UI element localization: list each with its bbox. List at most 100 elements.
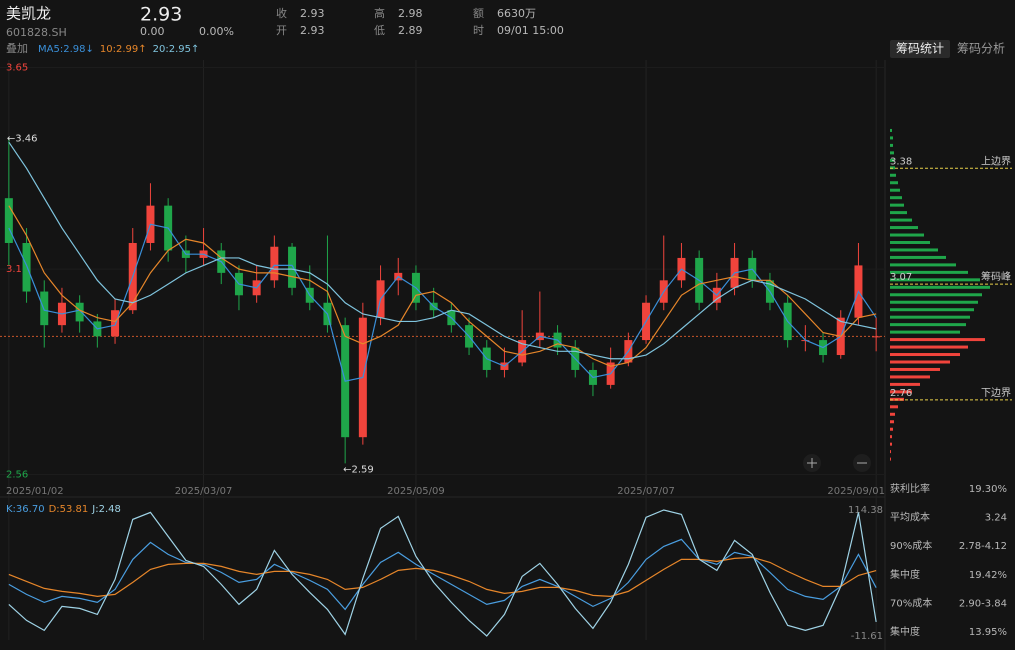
candle-body <box>270 246 279 281</box>
chip-bar <box>890 442 892 446</box>
chip-bar <box>890 211 907 215</box>
stat-value: 2.78-4.12 <box>959 541 1007 552</box>
field-value: 09/01 15:00 <box>497 24 564 37</box>
chip-bar <box>890 353 960 357</box>
chip-bar <box>890 390 912 394</box>
kdj-line <box>8 556 877 597</box>
stat-label: 集中度 <box>890 625 920 638</box>
stock-code: 601828.SH <box>6 26 67 39</box>
chip-bar <box>890 412 895 416</box>
chip-bar <box>890 143 893 147</box>
field-value: 2.93 <box>300 24 325 37</box>
chip-bar <box>890 457 891 461</box>
stock-name: 美凯龙 <box>6 5 51 23</box>
chip-bar <box>890 345 968 349</box>
stat-label: 集中度 <box>890 568 920 581</box>
chip-bar <box>890 435 892 439</box>
legend-entry: MA5:2.98↓ <box>38 44 94 55</box>
overlay-label: 叠加 <box>6 42 28 55</box>
field-value: 2.93 <box>300 7 325 20</box>
chip-bar <box>890 315 970 319</box>
legend-entry: D:53.81 <box>49 504 89 515</box>
chip-bar <box>890 293 982 297</box>
field-label: 低 <box>374 24 385 37</box>
field-label: 高 <box>374 6 385 20</box>
chip-bar <box>890 300 978 304</box>
zoom-out-button[interactable] <box>853 454 871 472</box>
chip-bar <box>890 270 968 274</box>
field-label: 额 <box>473 7 484 20</box>
ma-line <box>8 141 877 360</box>
chip-bar <box>890 323 966 327</box>
field-label: 开 <box>276 24 287 37</box>
chip-bar <box>890 255 946 259</box>
field-value: 6630万 <box>497 7 536 20</box>
chip-bar <box>890 128 892 132</box>
stat-value: 2.90-3.84 <box>959 598 1007 609</box>
x-tick-label: 2025/07/07 <box>617 486 675 497</box>
chip-bar <box>890 218 912 222</box>
candle-body <box>22 242 31 292</box>
chip-bar <box>890 203 904 207</box>
tab[interactable]: 筹码统计 <box>896 42 944 56</box>
chip-bar <box>890 427 893 431</box>
legend-entry: 10:2.99↑ <box>100 44 147 55</box>
y-tick-label: 3.11 <box>6 264 28 275</box>
candle-body <box>40 291 49 326</box>
chip-bar <box>890 188 900 192</box>
chip-bar <box>890 263 956 267</box>
chip-marker-value: 3.38 <box>890 156 912 167</box>
chip-bar <box>890 136 893 140</box>
stat-label: 90%成本 <box>890 539 932 552</box>
x-tick-label: 2025/05/09 <box>387 486 445 497</box>
zoom-in-button[interactable] <box>803 454 821 472</box>
candle-body <box>872 336 881 338</box>
extreme-label: ←2.59 <box>343 464 374 475</box>
chip-bar <box>890 278 980 282</box>
chip-bar <box>890 308 974 312</box>
ma-line <box>8 205 877 367</box>
field-value: 2.98 <box>398 7 423 20</box>
y-min-label: -11.61 <box>851 631 883 642</box>
chip-bar <box>890 285 990 289</box>
chip-marker-label: 筹码峰 <box>981 270 1011 283</box>
chip-bar <box>890 240 930 244</box>
chip-marker-label: 下边界 <box>981 387 1011 399</box>
candle-body <box>111 310 120 337</box>
chip-bar <box>890 330 960 334</box>
x-tick-label: 2025/09/01 <box>827 486 885 497</box>
chip-bar <box>890 196 902 200</box>
chip-bar <box>890 338 985 342</box>
stat-value: 3.24 <box>985 513 1007 524</box>
field-label: 收 <box>276 6 287 20</box>
candle-body <box>4 198 13 243</box>
candle-body <box>75 302 84 322</box>
legend-entry: K:36.70 <box>6 504 45 515</box>
chip-bar <box>890 181 898 185</box>
stat-value: 19.42% <box>969 570 1007 581</box>
field-label: 时 <box>473 24 484 37</box>
tab[interactable]: 筹码分析 <box>957 42 1005 56</box>
y-max-label: 114.38 <box>848 505 883 516</box>
chip-bar <box>890 420 894 424</box>
tab-active-bg <box>890 40 950 58</box>
chip-marker-value: 3.07 <box>890 272 912 283</box>
kdj-line <box>8 538 877 611</box>
chip-bar <box>890 173 896 177</box>
stat-label: 平均成本 <box>890 511 930 524</box>
y-tick-label: 2.56 <box>6 470 28 481</box>
chip-bar <box>890 375 930 379</box>
kdj-line <box>8 509 877 637</box>
chip-bar <box>890 382 920 386</box>
chip-bar <box>890 158 894 162</box>
x-tick-label: 2025/03/07 <box>175 486 233 497</box>
ma-line <box>8 223 877 382</box>
y-tick-label: 3.65 <box>6 62 28 73</box>
chip-marker-value: 2.76 <box>890 388 912 399</box>
legend-entry: 20:2.95↑ <box>153 44 200 55</box>
change-pct: 0.00% <box>199 25 234 38</box>
chip-marker-label: 上边界 <box>981 155 1011 167</box>
chip-bar <box>890 450 891 454</box>
